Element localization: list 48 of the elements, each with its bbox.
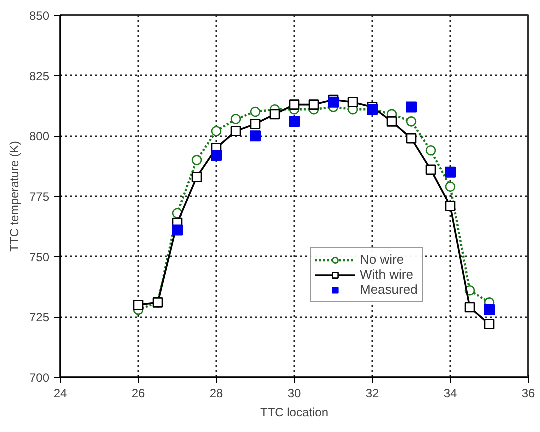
- point: [192, 155, 202, 166]
- point: [445, 182, 456, 192]
- x-tick-label: 32: [366, 386, 380, 400]
- point: [348, 97, 358, 108]
- point: [445, 201, 456, 212]
- x-tick-label: 34: [444, 386, 458, 400]
- point: [464, 302, 476, 313]
- y-tick-label: 775: [29, 190, 50, 204]
- x-tick-label: 26: [132, 386, 146, 400]
- x-tick-label: 30: [288, 386, 302, 400]
- y-tick-label: 850: [29, 9, 50, 23]
- point: [133, 300, 144, 310]
- point: [172, 224, 183, 236]
- y-tick-label: 800: [29, 130, 50, 144]
- point: [406, 116, 417, 127]
- y-tick-label: 700: [29, 371, 50, 385]
- legend-label: Measured: [360, 282, 418, 297]
- point: [308, 100, 320, 110]
- point: [426, 146, 436, 156]
- point: [270, 109, 280, 120]
- legend-label: No wire: [360, 252, 404, 267]
- point: [250, 130, 261, 142]
- point: [328, 96, 339, 108]
- point: [250, 118, 261, 130]
- point: [445, 166, 456, 178]
- point: [230, 126, 242, 136]
- x-tick-label: 36: [522, 386, 536, 400]
- point: [484, 304, 495, 316]
- point: [250, 106, 261, 118]
- point: [406, 133, 417, 144]
- y-tick-label: 725: [29, 310, 50, 325]
- legend-label: With wire: [360, 267, 414, 282]
- x-axis-title: TTC location: [260, 406, 329, 420]
- point: [289, 100, 300, 110]
- y-tick-label: 825: [29, 69, 50, 84]
- point: [289, 116, 300, 128]
- point: [192, 172, 202, 182]
- y-axis-title: TTC temperature (K): [7, 141, 22, 252]
- point: [230, 114, 242, 124]
- point: [406, 102, 417, 113]
- point: [211, 150, 222, 161]
- point: [484, 319, 495, 330]
- point: [386, 116, 398, 127]
- x-tick-label: 28: [210, 386, 224, 400]
- point: [211, 126, 222, 136]
- x-tick-label: 24: [54, 386, 68, 400]
- point: [426, 164, 436, 176]
- y-tick-label: 750: [29, 250, 50, 264]
